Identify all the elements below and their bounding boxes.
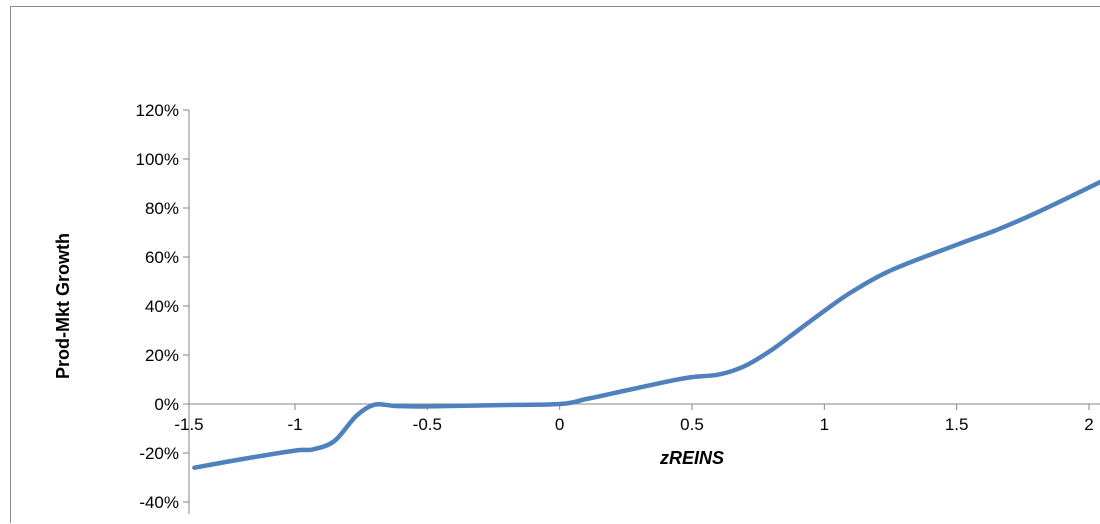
x-tick-label: 0.5: [680, 415, 704, 434]
chart-frame: -40% -20% 0% 20% 40% 60% 80% 100% 120% -1.5 -1 -0.…: [10, 6, 1100, 523]
x-tick-label: -1: [287, 415, 302, 434]
y-tick-label: 100%: [136, 150, 179, 169]
x-axis-title: zREINS: [659, 448, 724, 468]
x-axis: -1.5 -1 -0.5 0 0.5 1 1.5 2: [174, 403, 1100, 434]
x-tick-label: 1.5: [945, 415, 969, 434]
y-tick-label: 20%: [145, 346, 179, 365]
y-axis-title: Prod-Mkt Growth: [53, 233, 73, 379]
y-tick-label: 0%: [154, 395, 179, 414]
x-tick-label: 0: [555, 415, 564, 434]
x-tick-label: -0.5: [413, 415, 442, 434]
y-tick-label: -40%: [139, 493, 179, 512]
y-tick-label: 80%: [145, 199, 179, 218]
y-tick-label: 60%: [145, 248, 179, 267]
line-chart: -40% -20% 0% 20% 40% 60% 80% 100% 120% -1.5 -1 -0.…: [53, 101, 1100, 514]
y-axis: -40% -20% 0% 20% 40% 60% 80% 100% 120%: [136, 101, 190, 514]
x-tick-label: 2: [1084, 415, 1093, 434]
x-tick-label: -1.5: [174, 415, 203, 434]
y-tick-label: 120%: [136, 101, 179, 120]
x-tick-label: 1: [820, 415, 829, 434]
series-line: [192, 179, 1100, 470]
series-group: [192, 179, 1100, 470]
y-tick-label: 40%: [145, 297, 179, 316]
y-tick-label: -20%: [139, 444, 179, 463]
